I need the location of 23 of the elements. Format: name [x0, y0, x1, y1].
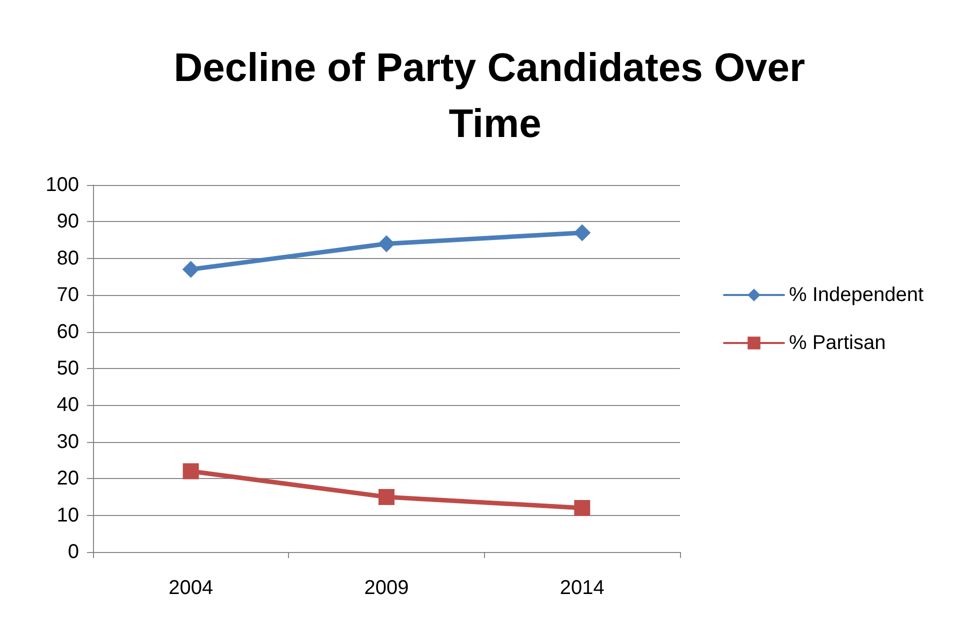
- y-tick-label: 30: [56, 430, 79, 453]
- x-tick-label: 2004: [168, 577, 214, 599]
- legend-label: % Independent: [789, 284, 924, 306]
- y-tick-label: 0: [68, 541, 79, 563]
- x-tick-label: 2014: [560, 577, 604, 599]
- x-tick-label: 2009: [364, 577, 409, 599]
- point: [574, 500, 590, 516]
- y-tick-label: 20: [56, 468, 79, 490]
- y-tick-label: 60: [56, 320, 79, 343]
- y-tick-label: 50: [56, 358, 79, 380]
- point: [182, 260, 200, 278]
- y-tick-label: 40: [56, 394, 79, 416]
- y-tick-label: 100: [46, 174, 79, 196]
- y-tick-label: 80: [56, 247, 79, 270]
- point: [574, 224, 591, 242]
- y-tick-label: 70: [56, 284, 79, 306]
- chart-title: Decline of Party Candidates Over Time: [174, 46, 816, 146]
- y-tick-label: 90: [56, 210, 79, 233]
- y-tick-label: 10: [56, 504, 79, 526]
- point: [378, 488, 394, 505]
- point: [182, 463, 199, 480]
- point: [378, 235, 395, 252]
- legend-label: % Partisan: [789, 332, 886, 354]
